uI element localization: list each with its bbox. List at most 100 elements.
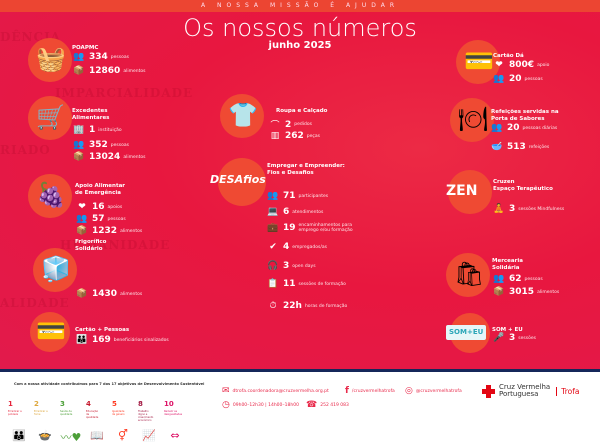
stat-unit: pedidos (294, 122, 312, 127)
empregar-title: Empregar e Empreender: Fios e Desafios (267, 163, 345, 176)
ods-text: Com a nossa atividade contribuímos para … (14, 382, 205, 386)
sdg-1: 1 Erradicar a pobreza 👪 (8, 391, 30, 442)
stat-value: 20 (507, 123, 520, 133)
heart-hand-icon: ❤ (495, 60, 503, 70)
stat-value: 12860 (89, 66, 121, 76)
stat-row: 📦 1430 alimentos (75, 289, 142, 299)
stat-value: 513 (507, 142, 526, 152)
card-icon: 💳 (36, 317, 66, 345)
stat-unit: beneficiários sinalizados (113, 337, 169, 343)
facebook-icon: f (345, 386, 349, 396)
email-contact[interactable]: ✉ dtrofa.coordenadora@cruzvermelha.org.pt (222, 386, 329, 396)
stat-row: 👥 334 pessoas (72, 52, 129, 62)
roupa-title: Roupa e Calçado (276, 108, 328, 114)
stat-row: ✔ 4 empregados/as (266, 242, 327, 252)
page-subtitle: junho 2025 (268, 40, 332, 51)
cartao-pessoas-title: Cartão + Pessoas (75, 327, 130, 333)
cartao-pessoas-circle (30, 312, 70, 352)
phone-text[interactable]: 252 419 083 (320, 402, 349, 408)
stat-unit: open days (292, 263, 316, 269)
stat-unit: pessoas (110, 142, 129, 148)
stat-value: 3 (509, 204, 516, 214)
facebook-text[interactable]: /cruzvermelhatrofa (351, 388, 395, 394)
stat-row: 👥 71 participantes (266, 191, 328, 201)
heart-hand-icon: ❤ (78, 202, 86, 212)
facebook-contact[interactable]: f/cruzvermelhatrofa (345, 386, 395, 396)
instagram-icon: ◎ (405, 386, 413, 396)
grocery-bag-icon: 🛍 (454, 260, 485, 288)
hours-text: 09h00–12h30 | 14h00–18h00 (232, 402, 299, 408)
footer: Com a nossa atividade contribuímos para … (0, 372, 600, 444)
stat-row: 📋 11 sessões de formação (266, 279, 346, 289)
envelope-icon: ✉ (222, 386, 230, 396)
infographic-poster: A NOSSA MISSÃO É AJUDAR IMPARCIALIDADE H… (0, 0, 600, 370)
stat-unit: pessoas (524, 276, 543, 282)
stat-row: 👪 169 beneficiários sinalizados (75, 335, 169, 345)
red-cross-icon (482, 384, 495, 398)
stat-unit: encaminhamentos para emprego e/ou formaç… (298, 223, 353, 233)
watermark: RIADO (0, 143, 51, 157)
sdg-3: 3 Saúde de qualidade 〰♥ (60, 391, 82, 444)
sdg-label: Erradicar a pobreza (8, 410, 22, 416)
food-box-icon: 📦 (73, 152, 85, 162)
empregar-circle (218, 158, 266, 206)
sdg-icon: 📈 (142, 429, 156, 442)
stat-unit: instituição (98, 127, 122, 133)
sdg-icon: 〰♥ (60, 431, 82, 444)
divider (0, 369, 600, 372)
branch-name: Trofa (556, 386, 579, 396)
sdg-label: Erradicar a fome (34, 410, 48, 416)
sdg-label: Trabalho digno e crescimento económico (138, 410, 154, 422)
stat-row: 🏢 1 instituição (72, 125, 122, 135)
stat-row: 👥 62 pessoas (492, 274, 543, 284)
headset-icon: 🎧 (267, 261, 279, 271)
sdg-icon: ⇔ (170, 429, 180, 442)
people-icon: 👥 (493, 74, 505, 84)
stat-row: 🎧 3 open days (266, 261, 316, 271)
stat-value: 2 (285, 119, 292, 130)
stat-row: 💼 19 encaminhamentos para emprego e/ou for… (266, 223, 369, 233)
people-icon: 👥 (73, 140, 85, 150)
fridge-icon: 🧊 (41, 255, 71, 283)
stat-unit: alimentos (123, 68, 146, 74)
instagram-contact[interactable]: ◎ @cruzvermelhatrofa (405, 386, 462, 396)
stat-unit: alimentos (537, 289, 560, 295)
stat-row: 🧘 3 sessões Mindfulness (492, 204, 564, 214)
plate-icon: 🍽 (458, 105, 489, 133)
people-icon: 👥 (267, 191, 279, 201)
stat-value: 11 (283, 279, 296, 289)
clothes-icon: 👕 (228, 101, 258, 129)
stat-row: 👥 20 pessoas (492, 74, 542, 84)
stat-unit: alimentos (123, 154, 146, 160)
email-text[interactable]: dtrofa.coordenadora@cruzvermelha.org.pt (232, 388, 329, 394)
phone-icon: ☎ (306, 400, 318, 410)
stat-row: 👥 57 pessoas (75, 214, 125, 224)
stat-row: ❤ 800€ apoio (492, 60, 549, 70)
picnic-basket-icon: 🧺 (36, 45, 66, 73)
sdg-number: 10 (164, 400, 174, 408)
desk-icon: 💻 (267, 207, 279, 217)
food-box-icon: 📦 (493, 287, 505, 297)
mercearia-title: Mercearia Solidária (492, 258, 523, 271)
sdg-number: 2 (34, 400, 39, 408)
microphone-icon: 🎤 (493, 333, 505, 343)
stat-value: 262 (285, 131, 304, 141)
sdg-label: Reduzir as desigualdades (164, 410, 183, 416)
stat-row: 📦 1232 alimentos (75, 226, 142, 236)
sdg-icon: 🍲 (38, 429, 52, 442)
building-icon: 🏢 (73, 125, 85, 135)
refeicoes-circle (450, 98, 494, 142)
stat-value: 16 (92, 202, 105, 212)
clock-icon: ⏱ (269, 301, 277, 311)
stat-row: ▥ 262 peças (268, 131, 320, 141)
phone-contact[interactable]: ☎ 252 419 083 (306, 400, 349, 410)
food-box-icon: 📦 (76, 289, 88, 299)
instagram-text[interactable]: @cruzvermelhatrofa (415, 388, 462, 394)
clothes-rack-icon: ▥ (270, 131, 280, 141)
stat-value: 71 (283, 191, 296, 201)
stat-value: 1430 (92, 289, 118, 299)
sdg-label: Saúde de qualidade (60, 410, 73, 416)
stat-value: 3 (283, 261, 290, 271)
watermark: HUMANIDADE (60, 238, 171, 252)
stat-unit: peças (306, 133, 320, 139)
